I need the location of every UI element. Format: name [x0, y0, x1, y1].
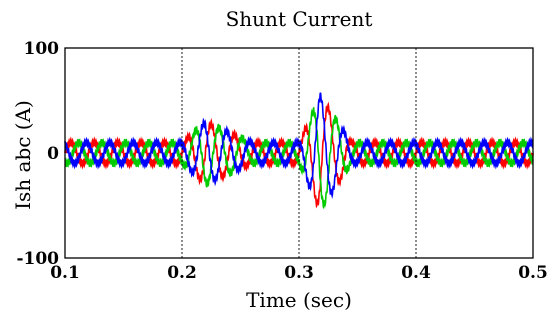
x-tick-label: 0.2 [167, 263, 197, 283]
chart-title: Shunt Current [226, 7, 373, 31]
x-tick-label: 0.4 [401, 263, 431, 283]
y-tick-labels: -100 0 100 [16, 39, 59, 269]
plot-frame [64, 47, 534, 259]
grid-lines [181, 48, 417, 258]
x-tick-labels: 0.1 0.2 0.3 0.4 0.5 [50, 263, 547, 283]
x-axis-label: Time (sec) [246, 288, 352, 312]
x-tick-label: 0.1 [50, 263, 80, 283]
y-tick-label: -100 [16, 249, 59, 269]
y-tick-label: 100 [24, 39, 60, 59]
x-tick-label: 0.5 [518, 263, 547, 283]
series-line-1 [64, 106, 534, 210]
x-tick-label: 0.3 [284, 263, 314, 283]
plot-area [64, 47, 534, 259]
y-axis-label: Ish abc (A) [11, 100, 35, 210]
y-tick-label: 0 [47, 144, 59, 164]
